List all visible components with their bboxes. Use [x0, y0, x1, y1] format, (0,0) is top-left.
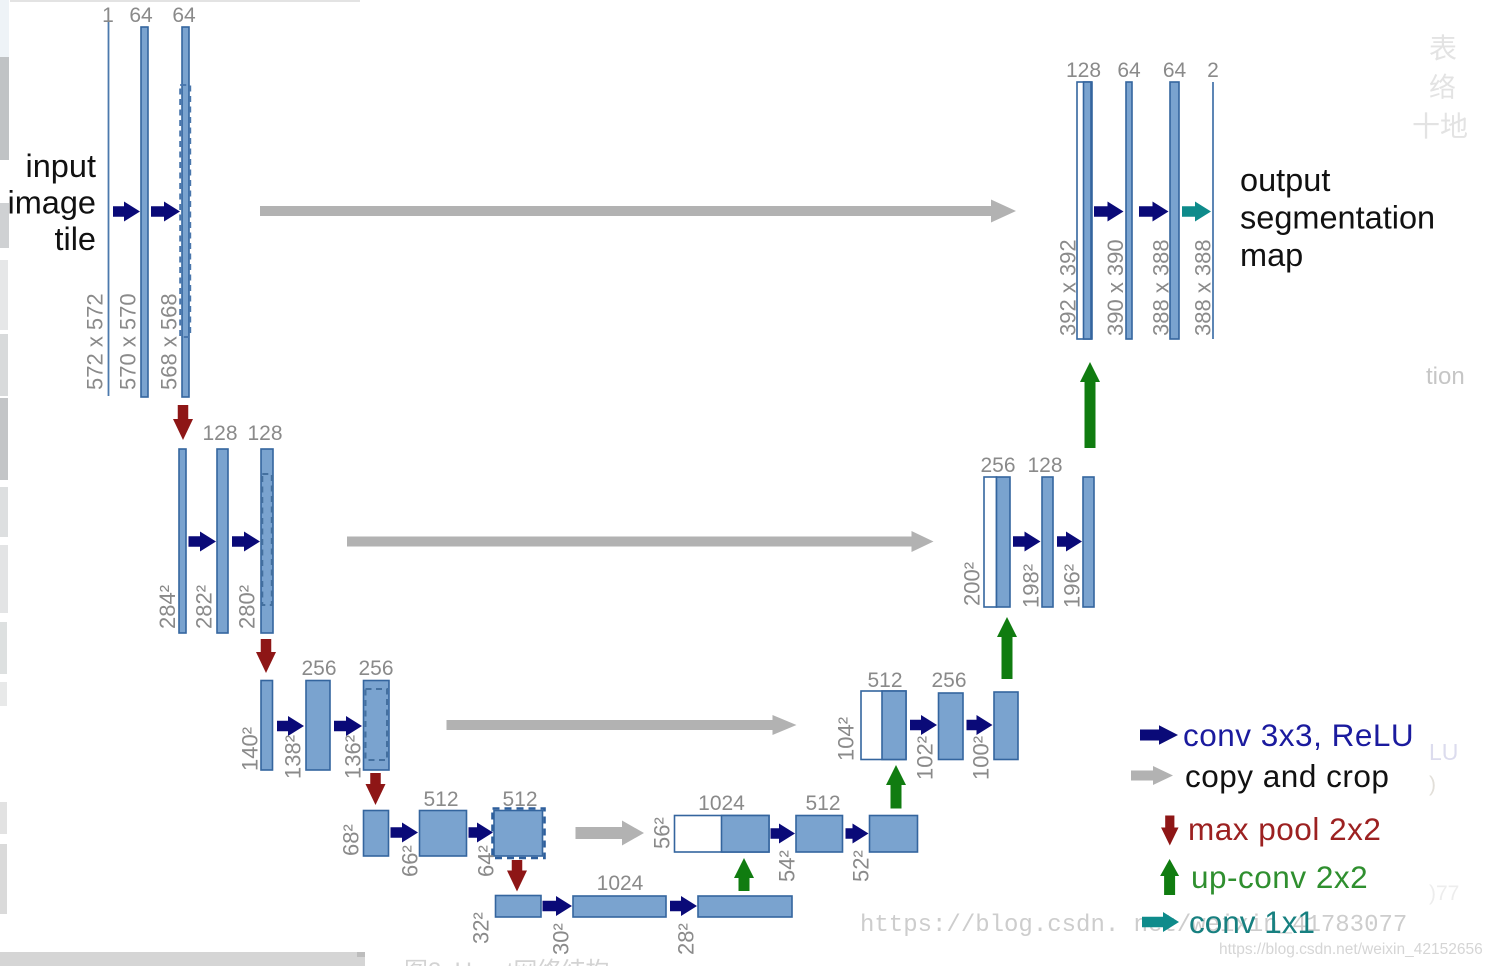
svg-text:256: 256 — [301, 657, 336, 680]
svg-text:1024: 1024 — [698, 792, 745, 815]
svg-text:128: 128 — [1027, 454, 1062, 477]
svg-text:up-conv 2x2: up-conv 2x2 — [1191, 859, 1368, 895]
svg-text:52²: 52² — [849, 850, 874, 882]
svg-text:络: 络 — [1429, 73, 1456, 103]
svg-text:512: 512 — [805, 792, 840, 815]
svg-text:138²: 138² — [281, 735, 306, 779]
svg-text:1: 1 — [102, 4, 114, 27]
svg-text:388 x 388: 388 x 388 — [1149, 239, 1174, 336]
svg-text:512: 512 — [867, 669, 902, 692]
svg-text:392 x 392: 392 x 392 — [1056, 239, 1081, 336]
svg-text:tile: tile — [54, 221, 96, 257]
svg-text:tion: tion — [1426, 363, 1465, 390]
svg-text:LU: LU — [1429, 739, 1458, 765]
svg-text:100²: 100² — [969, 736, 994, 780]
svg-text:64²: 64² — [474, 845, 499, 877]
svg-text:map: map — [1240, 237, 1303, 273]
svg-text:568 x 568: 568 x 568 — [157, 293, 182, 390]
svg-text:1024: 1024 — [597, 872, 644, 895]
svg-text:segmentation: segmentation — [1240, 200, 1435, 236]
svg-text:196²: 196² — [1060, 564, 1085, 608]
svg-text:256: 256 — [358, 657, 393, 680]
svg-text:input: input — [26, 148, 96, 184]
svg-text:68²: 68² — [339, 824, 364, 856]
svg-text:128: 128 — [247, 422, 282, 445]
svg-text:140²: 140² — [238, 727, 263, 771]
svg-text:): ) — [1429, 773, 1436, 796]
svg-text:54²: 54² — [775, 850, 800, 882]
svg-text:https://blog.csdn. net/weixin_: https://blog.csdn. net/weixin_41783077 — [860, 912, 1407, 939]
svg-text:表: 表 — [1429, 33, 1457, 64]
svg-text:output: output — [1240, 162, 1330, 198]
svg-text:572 x 572: 572 x 572 — [83, 293, 108, 390]
svg-text:128: 128 — [202, 422, 237, 445]
svg-text:284²: 284² — [155, 585, 180, 629]
svg-text:https://blog.csdn.net/weixin_4: https://blog.csdn.net/weixin_42152656 — [1219, 941, 1483, 958]
svg-text:图3. U-net网络结构: 图3. U-net网络结构 — [404, 958, 609, 966]
svg-text:30²: 30² — [549, 923, 574, 955]
svg-text:66²: 66² — [398, 845, 423, 877]
svg-text:200²: 200² — [960, 562, 985, 606]
svg-text:256: 256 — [931, 669, 966, 692]
svg-text:128: 128 — [1066, 59, 1101, 82]
svg-text:64: 64 — [129, 4, 153, 27]
svg-text:2: 2 — [1207, 59, 1219, 82]
svg-text:)77: )77 — [1429, 882, 1459, 905]
svg-text:198²: 198² — [1019, 564, 1044, 608]
svg-text:image: image — [7, 185, 96, 221]
svg-text:512: 512 — [423, 788, 458, 811]
svg-text:conv 1x1: conv 1x1 — [1189, 904, 1315, 940]
svg-text:max pool 2x2: max pool 2x2 — [1188, 811, 1381, 847]
svg-text:390 x 390: 390 x 390 — [1103, 239, 1128, 336]
svg-text:copy and crop: copy and crop — [1185, 758, 1389, 794]
svg-text:64: 64 — [1117, 59, 1141, 82]
svg-text:56²: 56² — [650, 817, 675, 849]
svg-text:104²: 104² — [834, 717, 859, 761]
svg-text:282²: 282² — [192, 585, 217, 629]
svg-text:28²: 28² — [674, 923, 699, 955]
svg-text:388 x 388: 388 x 388 — [1191, 239, 1216, 336]
svg-text:136²: 136² — [341, 735, 366, 779]
svg-text:64: 64 — [1163, 59, 1187, 82]
svg-text:256: 256 — [980, 454, 1015, 477]
svg-text:32²: 32² — [469, 912, 494, 944]
svg-text:102²: 102² — [913, 736, 938, 780]
svg-text:512: 512 — [502, 788, 537, 811]
svg-text:280²: 280² — [235, 585, 260, 629]
svg-text:64: 64 — [172, 4, 196, 27]
svg-text:conv 3x3, ReLU: conv 3x3, ReLU — [1183, 717, 1414, 753]
svg-text:570 x 570: 570 x 570 — [116, 293, 141, 390]
svg-text:十地: 十地 — [1412, 111, 1468, 142]
